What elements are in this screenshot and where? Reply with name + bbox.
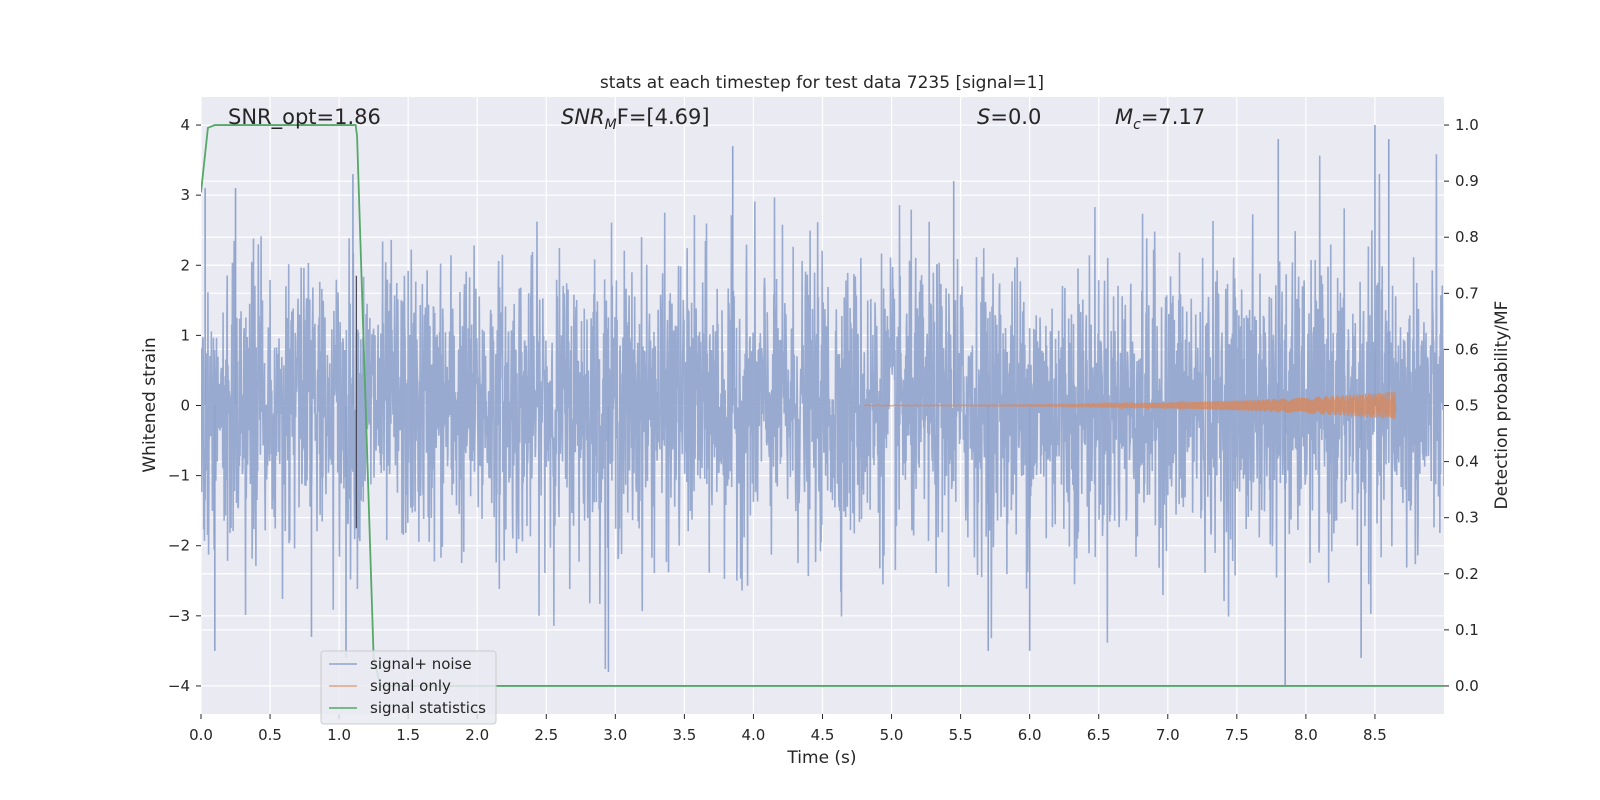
y-tick-label: 1 — [180, 326, 190, 344]
signal-only-series — [863, 391, 1397, 419]
x-tick-label: 4.5 — [811, 726, 835, 744]
y2-axis-ticks: 0.0 0.1 0.2 0.3 0.4 0.5 0.6 0.7 0.8 0.9 1.0 — [1444, 116, 1479, 695]
mc-value: =7.17 — [1141, 105, 1205, 129]
x-tick-label: 7.5 — [1225, 726, 1249, 744]
y2-tick-label: 0.8 — [1455, 228, 1479, 246]
annotation-snr-mf: SNRMF=[4.69] — [561, 105, 710, 133]
y-tick-label: −2 — [168, 537, 190, 555]
y2-tick-label: 0.9 — [1455, 172, 1479, 190]
snr-mf-base: SNR — [561, 105, 605, 129]
mc-subscript: c — [1133, 117, 1141, 133]
y-tick-label: 0 — [180, 397, 190, 415]
annotation-snr-opt: SNR_opt=1.86 — [228, 105, 381, 130]
x-tick-label: 2.0 — [465, 726, 489, 744]
signal-statistics-series — [201, 124, 1444, 687]
y2-tick-label: 0.5 — [1455, 397, 1479, 415]
mc-symbol: M — [1115, 105, 1133, 129]
y-tick-label: −1 — [168, 467, 190, 485]
x-axis-ticks: 0.0 0.5 1.0 1.5 2.0 2.5 3.0 3.5 4.0 4.5 5.0 5.5 6.0 6… — [189, 714, 1387, 744]
y2-tick-label: 0.2 — [1455, 565, 1479, 583]
x-tick-label: 5.5 — [949, 726, 973, 744]
y-tick-label: 2 — [180, 256, 190, 274]
x-tick-label: 1.5 — [396, 726, 420, 744]
signal-noise-peaks — [204, 125, 1390, 686]
x-tick-label: 1.0 — [327, 726, 351, 744]
y2-tick-label: 0.7 — [1455, 284, 1479, 302]
x-tick-label: 3.0 — [603, 726, 627, 744]
y2-axis-label: Detection probability/MF — [1492, 301, 1512, 510]
legend-label-signal-noise: signal+ noise — [370, 655, 472, 673]
x-axis-label: Time (s) — [786, 748, 856, 768]
signal-noise-series — [201, 125, 1444, 686]
x-tick-label: 3.5 — [672, 726, 696, 744]
y2-tick-label: 0.0 — [1455, 677, 1479, 695]
x-tick-label: 0.0 — [189, 726, 213, 744]
legend-box — [320, 650, 497, 725]
s-symbol: S — [977, 105, 990, 129]
y-tick-label: 3 — [180, 186, 190, 204]
signal-statistics-line — [201, 124, 1444, 687]
y-tick-label: −4 — [168, 677, 190, 695]
x-tick-label: 6.5 — [1087, 726, 1111, 744]
y-tick-label: −3 — [168, 607, 190, 625]
y-axis-label: Whitened strain — [140, 337, 160, 472]
annotation-mc: Mc=7.17 — [1115, 105, 1205, 133]
snr-mf-sub: M — [605, 117, 617, 133]
legend: signal+ noise signal only signal statist… — [320, 650, 497, 725]
signal-noise-line — [201, 154, 1444, 670]
legend-label-signal-only: signal only — [370, 677, 451, 695]
x-tick-label: 4.0 — [742, 726, 766, 744]
legend-label-signal-statistics: signal statistics — [370, 699, 486, 717]
chart-title: stats at each timestep for test data 723… — [600, 73, 1044, 93]
x-tick-label: 0.5 — [258, 726, 282, 744]
y2-tick-label: 0.1 — [1455, 621, 1479, 639]
s-value: =0.0 — [990, 105, 1041, 129]
y2-tick-label: 1.0 — [1455, 116, 1479, 134]
signal-only-line — [863, 391, 1397, 419]
y2-tick-label: 0.3 — [1455, 509, 1479, 527]
snr-mf-rest: F=[4.69] — [617, 105, 710, 129]
x-tick-label: 5.0 — [880, 726, 904, 744]
y2-tick-label: 0.4 — [1455, 453, 1479, 471]
x-tick-label: 8.5 — [1363, 726, 1387, 744]
y2-tick-label: 0.6 — [1455, 340, 1479, 358]
x-tick-label: 7.0 — [1156, 726, 1180, 744]
annotation-s: S=0.0 — [977, 105, 1041, 129]
x-tick-label: 6.0 — [1018, 726, 1042, 744]
x-tick-label: 8.0 — [1294, 726, 1318, 744]
y-tick-label: 4 — [180, 116, 190, 134]
x-tick-label: 2.5 — [534, 726, 558, 744]
y-axis-ticks: −4 −3 −2 −1 0 1 2 3 4 — [168, 116, 201, 695]
